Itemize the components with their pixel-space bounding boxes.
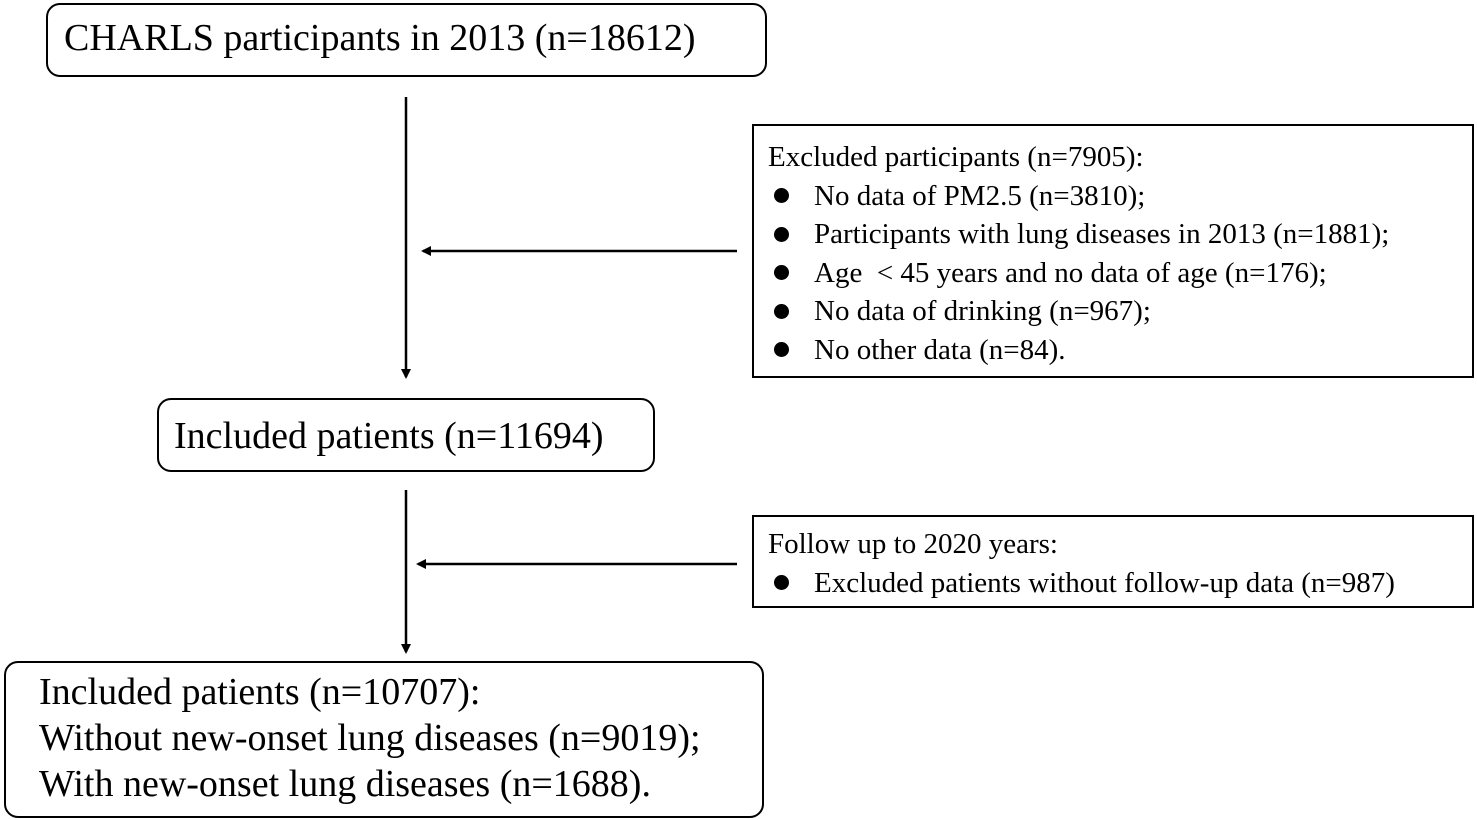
- final-line: With new-onset lung diseases (n=1688).: [39, 763, 651, 805]
- included-text: Included patients (n=11694): [174, 415, 604, 457]
- exclusion-item-text: No data of drinking (n=967);: [814, 295, 1151, 327]
- bullet-icon: [774, 226, 789, 242]
- exclusion-item: No data of PM2.5 (n=3810);: [768, 177, 1472, 216]
- final-line: Without new-onset lung diseases (n=9019)…: [39, 717, 701, 759]
- included-box: Included patients (n=11694): [157, 398, 655, 472]
- exclusion-item-text: No data of PM2.5 (n=3810);: [814, 179, 1146, 212]
- exclusion-item: Participants with lung diseases in 2013 …: [768, 215, 1472, 254]
- exclusion-item-text: Age < 45 years and no data of age (n=176…: [814, 256, 1327, 289]
- exclusion-item: Age < 45 years and no data of age (n=176…: [768, 254, 1472, 293]
- bullet-icon: [774, 303, 789, 319]
- exclusion-box: Excluded participants (n=7905): No data …: [752, 124, 1474, 378]
- final-line: Included patients (n=10707):: [39, 671, 481, 713]
- exclusion-heading: Excluded participants (n=7905):: [768, 141, 1144, 173]
- start-box: CHARLS participants in 2013 (n=18612): [46, 3, 767, 77]
- bullet-icon: [774, 188, 789, 204]
- follow-up-item-text: Excluded patients without follow-up data…: [814, 566, 1395, 599]
- follow-up-heading: Follow up to 2020 years:: [768, 528, 1058, 560]
- follow-up-box: Follow up to 2020 years: Excluded patien…: [752, 515, 1474, 608]
- follow-up-item: Excluded patients without follow-up data…: [768, 564, 1472, 603]
- exclusion-item: No other data (n=84).: [768, 331, 1472, 370]
- bullet-icon: [774, 265, 789, 281]
- exclusion-item-text: No other data (n=84).: [814, 333, 1066, 366]
- bullet-icon: [774, 575, 789, 591]
- exclusion-item: No data of drinking (n=967);: [768, 292, 1472, 331]
- start-text: CHARLS participants in 2013 (n=18612): [64, 17, 696, 59]
- final-box: Included patients (n=10707): Without new…: [4, 661, 764, 818]
- bullet-icon: [774, 342, 789, 358]
- exclusion-item-text: Participants with lung diseases in 2013 …: [814, 218, 1390, 250]
